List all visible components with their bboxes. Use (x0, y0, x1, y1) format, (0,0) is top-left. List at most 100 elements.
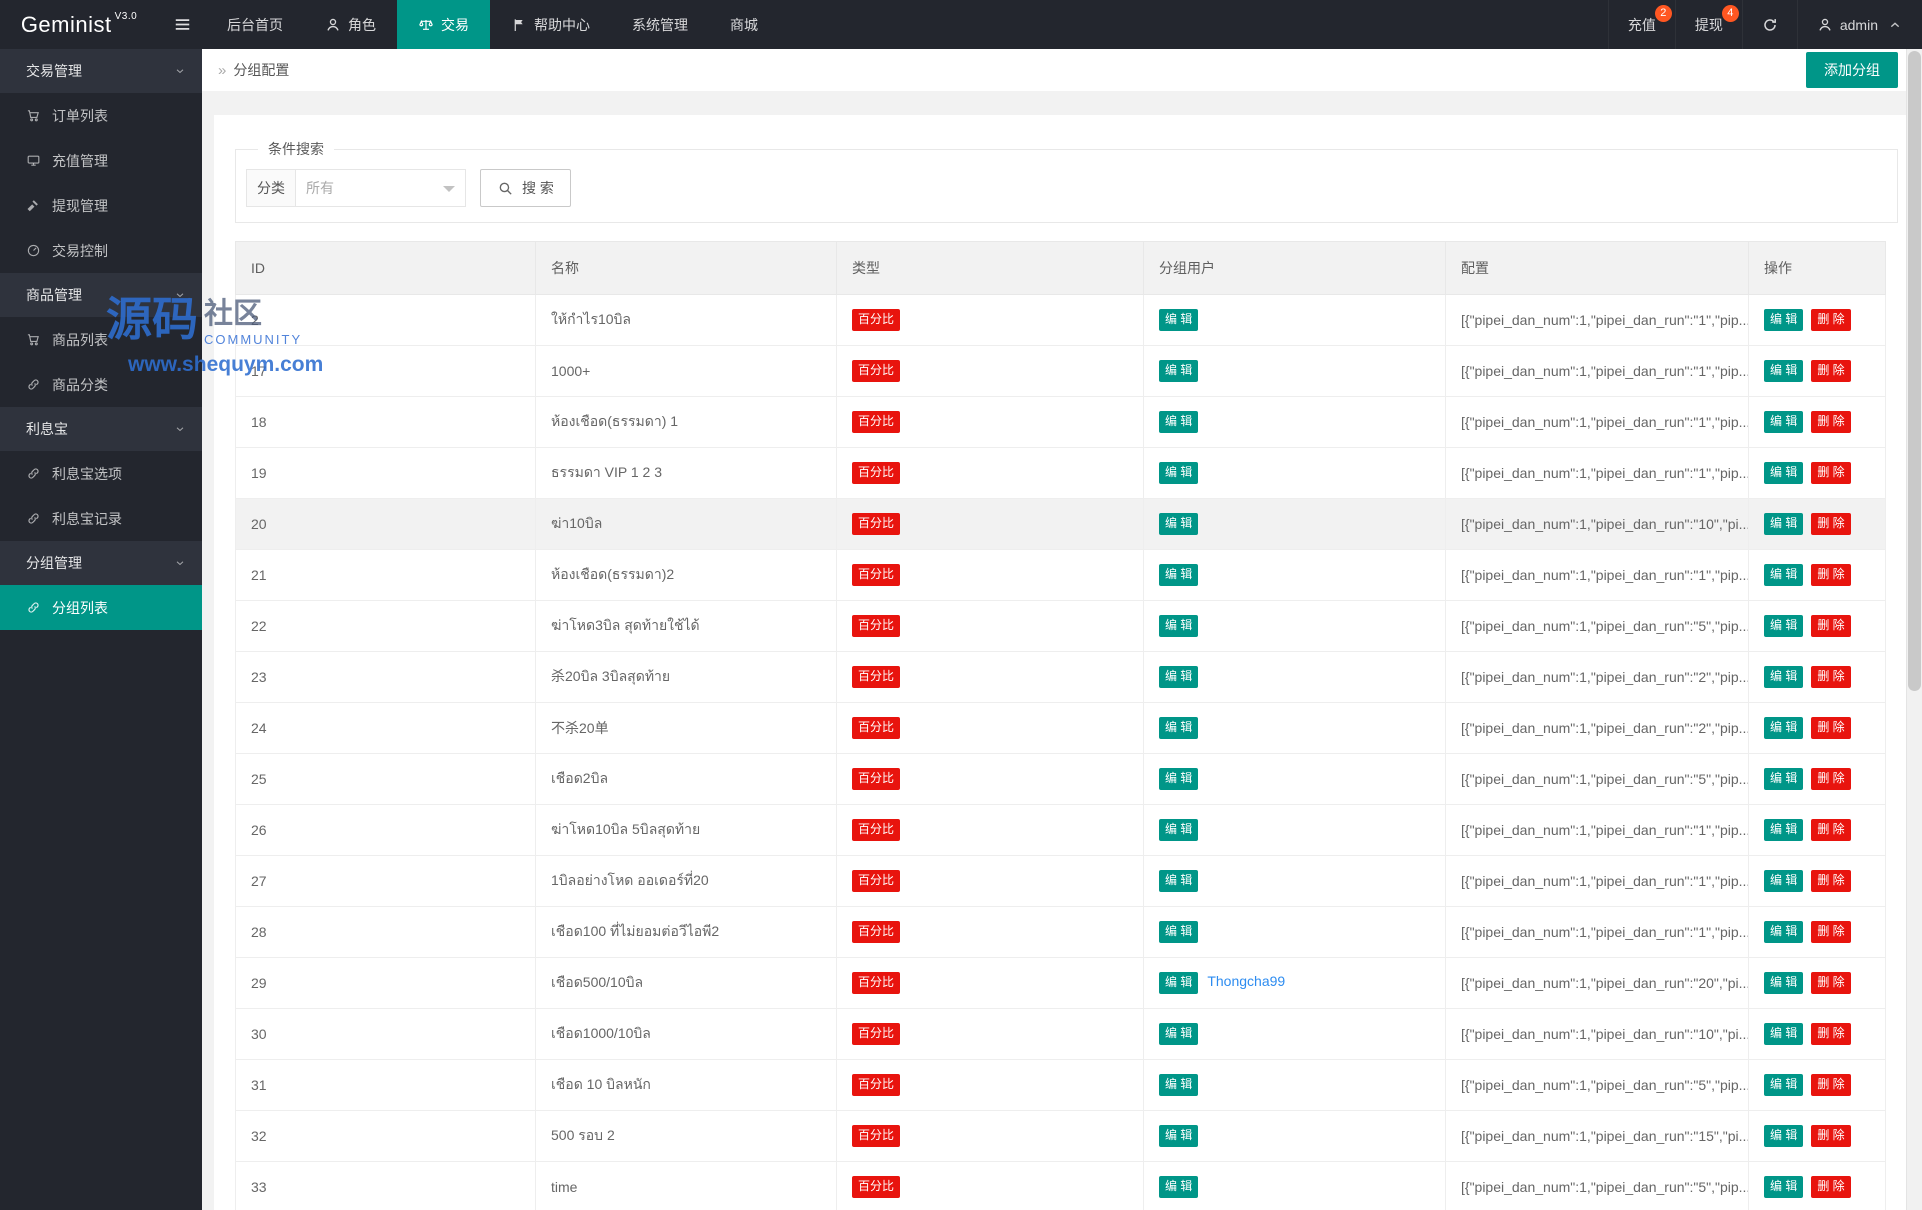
app-logo-text: Geminist (20, 11, 112, 37)
row-delete-button[interactable]: 删 除 (1811, 513, 1851, 535)
sidebar-item-label: 交易控制 (52, 242, 108, 259)
row-edit-button[interactable]: 编 辑 (1764, 360, 1804, 382)
group-user-edit-button[interactable]: 编 辑 (1159, 1023, 1199, 1045)
nav-tab-help-center[interactable]: 帮助中心 (490, 0, 611, 49)
sidebar-item-goods-list[interactable]: 商品列表 (0, 317, 202, 362)
group-user-edit-button[interactable]: 编 辑 (1159, 870, 1199, 892)
row-edit-button[interactable]: 编 辑 (1764, 717, 1804, 739)
nav-admin[interactable]: admin (1796, 0, 1922, 49)
nav-tab-dashboard[interactable]: 后台首页 (206, 0, 304, 49)
row-delete-button[interactable]: 删 除 (1811, 1176, 1851, 1198)
row-delete-button[interactable]: 删 除 (1811, 564, 1851, 586)
page-scrollbar-thumb[interactable] (1908, 51, 1921, 691)
group-user-edit-button[interactable]: 编 辑 (1159, 768, 1199, 790)
row-edit-button[interactable]: 编 辑 (1764, 921, 1804, 943)
sidebar-item-order-list[interactable]: 订单列表 (0, 93, 202, 138)
search-button[interactable]: 搜 索 (480, 169, 571, 207)
nav-tab-role[interactable]: 角色 (304, 0, 397, 49)
group-user-edit-button[interactable]: 编 辑 (1159, 717, 1199, 739)
row-edit-button[interactable]: 编 辑 (1764, 768, 1804, 790)
group-user-edit-button[interactable]: 编 辑 (1159, 1176, 1199, 1198)
cell-group-user: 编 辑 (1143, 396, 1446, 448)
row-delete-button[interactable]: 删 除 (1811, 1023, 1851, 1045)
row-edit-button[interactable]: 编 辑 (1764, 615, 1804, 637)
group-user-edit-button[interactable]: 编 辑 (1159, 1074, 1199, 1096)
type-badge: 百分比 (852, 462, 901, 484)
table-row: 20 ฆ่า10บิล 百分比 编 辑 [{"pipei_dan_num":1,"pip… (235, 498, 1886, 550)
sidebar-section-group-mgmt[interactable]: 分组管理 (0, 541, 202, 585)
nav-tab-trade[interactable]: 交易 (397, 0, 490, 49)
row-edit-button[interactable]: 编 辑 (1764, 819, 1804, 841)
cell-type: 百分比 (836, 753, 1144, 805)
nav-withdraw[interactable]: 提现 4 (1674, 0, 1742, 49)
row-delete-button[interactable]: 删 除 (1811, 309, 1851, 331)
row-delete-button[interactable]: 删 除 (1811, 768, 1851, 790)
row-delete-button[interactable]: 删 除 (1811, 1074, 1851, 1096)
row-delete-button[interactable]: 删 除 (1811, 717, 1851, 739)
row-delete-button[interactable]: 删 除 (1811, 1125, 1851, 1147)
sidebar-section-goods-mgmt[interactable]: 商品管理 (0, 273, 202, 317)
group-user-edit-button[interactable]: 编 辑 (1159, 564, 1199, 586)
row-edit-button[interactable]: 编 辑 (1764, 564, 1804, 586)
row-delete-button[interactable]: 删 除 (1811, 360, 1851, 382)
group-user-edit-button[interactable]: 编 辑 (1159, 921, 1199, 943)
row-edit-button[interactable]: 编 辑 (1764, 513, 1804, 535)
group-user-edit-button[interactable]: 编 辑 (1159, 513, 1199, 535)
group-user-edit-button[interactable]: 编 辑 (1159, 1125, 1199, 1147)
col-header-id: ID (235, 241, 536, 295)
row-delete-button[interactable]: 删 除 (1811, 666, 1851, 688)
col-header-name: 名称 (535, 241, 837, 295)
row-edit-button[interactable]: 编 辑 (1764, 411, 1804, 433)
group-user-edit-button[interactable]: 编 辑 (1159, 666, 1199, 688)
nav-tab-mall[interactable]: 商城 (709, 0, 779, 49)
page-scrollbar-track (1906, 49, 1922, 1210)
sidebar-item-lixibao-records[interactable]: 利息宝记录 (0, 496, 202, 541)
row-edit-button[interactable]: 编 辑 (1764, 1074, 1804, 1096)
group-user-link[interactable]: Thongcha99 (1207, 973, 1286, 990)
row-delete-button[interactable]: 删 除 (1811, 411, 1851, 433)
row-edit-button[interactable]: 编 辑 (1764, 462, 1804, 484)
sidebar-item-group-list[interactable]: 分组列表 (0, 585, 202, 630)
row-edit-button[interactable]: 编 辑 (1764, 870, 1804, 892)
sidebar-toggle-button[interactable] (158, 0, 206, 49)
group-user-edit-button[interactable]: 编 辑 (1159, 309, 1199, 331)
sidebar-item-recharge-mgmt[interactable]: 充值管理 (0, 138, 202, 183)
row-delete-button[interactable]: 删 除 (1811, 972, 1851, 994)
group-user-edit-button[interactable]: 编 辑 (1159, 360, 1199, 382)
category-select[interactable]: 所有 (296, 169, 466, 207)
cell-name: ฆ่าโหด10บิล 5บิลสุดท้าย (535, 804, 837, 856)
row-delete-button[interactable]: 删 除 (1811, 615, 1851, 637)
sidebar-item-goods-category[interactable]: 商品分类 (0, 362, 202, 407)
group-user-edit-button[interactable]: 编 辑 (1159, 972, 1199, 994)
flag-icon (511, 17, 527, 33)
row-edit-button[interactable]: 编 辑 (1764, 1125, 1804, 1147)
cell-name: ธรรมดา VIP 1 2 3 (535, 447, 837, 499)
sidebar-item-lixibao-options[interactable]: 利息宝选项 (0, 451, 202, 496)
row-edit-button[interactable]: 编 辑 (1764, 972, 1804, 994)
sidebar-section-lixibao[interactable]: 利息宝 (0, 407, 202, 451)
row-delete-button[interactable]: 删 除 (1811, 870, 1851, 892)
group-user-edit-button[interactable]: 编 辑 (1159, 462, 1199, 484)
group-user-edit-button[interactable]: 编 辑 (1159, 819, 1199, 841)
cell-config: [{"pipei_dan_num":1,"pipei_dan_run":"5",… (1445, 753, 1749, 805)
sidebar-item-withdraw-mgmt[interactable]: 提现管理 (0, 183, 202, 228)
cell-type: 百分比 (836, 345, 1144, 397)
sidebar-section-trade-mgmt[interactable]: 交易管理 (0, 49, 202, 93)
row-delete-button[interactable]: 删 除 (1811, 819, 1851, 841)
nav-tab-system-mgmt[interactable]: 系统管理 (611, 0, 709, 49)
row-edit-button[interactable]: 编 辑 (1764, 309, 1804, 331)
sidebar-item-trade-control[interactable]: 交易控制 (0, 228, 202, 273)
row-edit-button[interactable]: 编 辑 (1764, 666, 1804, 688)
row-edit-button[interactable]: 编 辑 (1764, 1023, 1804, 1045)
nav-recharge[interactable]: 充值 2 (1607, 0, 1675, 49)
group-user-edit-button[interactable]: 编 辑 (1159, 615, 1199, 637)
row-edit-button[interactable]: 编 辑 (1764, 1176, 1804, 1198)
cell-config: [{"pipei_dan_num":1,"pipei_dan_run":"1",… (1445, 447, 1749, 499)
row-delete-button[interactable]: 删 除 (1811, 462, 1851, 484)
cell-config: [{"pipei_dan_num":1,"pipei_dan_run":"1",… (1445, 294, 1749, 346)
nav-refresh[interactable] (1741, 0, 1797, 49)
add-group-button[interactable]: 添加分组 (1806, 52, 1898, 88)
row-delete-button[interactable]: 删 除 (1811, 921, 1851, 943)
group-user-edit-button[interactable]: 编 辑 (1159, 411, 1199, 433)
cell-config: [{"pipei_dan_num":1,"pipei_dan_run":"10"… (1445, 498, 1749, 550)
